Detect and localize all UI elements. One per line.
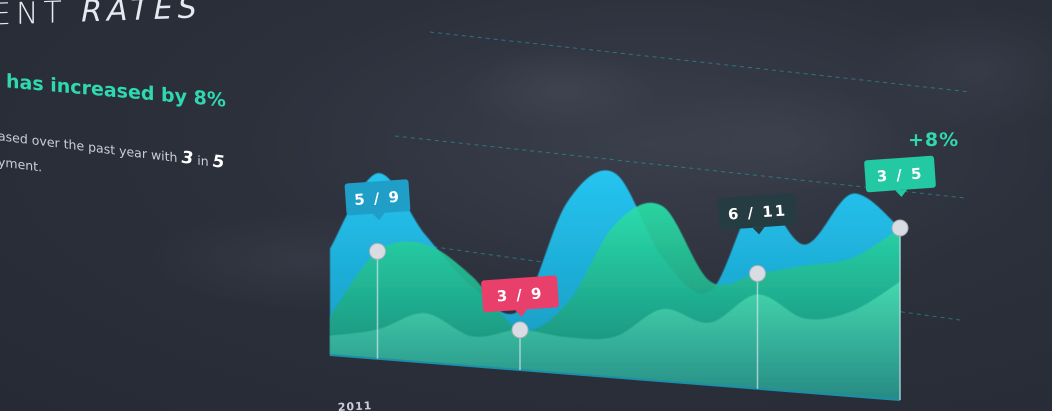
x-axis-line xyxy=(329,354,901,401)
badge-background xyxy=(864,155,936,193)
badge-pointer xyxy=(752,226,765,235)
annotation-dot xyxy=(749,264,766,282)
annotation-label: 5 / 9 xyxy=(354,188,402,209)
annotation-dot xyxy=(369,242,386,260)
series-areas xyxy=(329,170,901,401)
annotation-dot xyxy=(511,321,529,339)
badge-pointer xyxy=(895,189,908,197)
annotation-badge: 3 / 5 xyxy=(864,155,936,197)
annotation-label: 3 / 9 xyxy=(496,284,544,305)
growth-label: +8% xyxy=(908,129,959,151)
x-axis-start-label: 2011 xyxy=(337,399,372,411)
annotation-badge: 5 / 9 xyxy=(344,179,411,221)
annotation-label: 3 / 5 xyxy=(876,164,924,185)
annotation-badge: 6 / 11 xyxy=(717,192,798,235)
annotation-label: 6 / 11 xyxy=(727,201,787,223)
annotation-markers: 5 / 9 3 / 9 6 / 11 3 / 5 xyxy=(344,155,936,400)
grid-line-1 xyxy=(429,31,971,93)
badge-background xyxy=(481,275,559,313)
annotation-3: 6 / 11 xyxy=(717,192,798,389)
annotation-dot xyxy=(891,219,909,237)
badge-background xyxy=(344,179,411,216)
annotation-2: 3 / 9 xyxy=(481,275,559,370)
annotation-badge: 3 / 9 xyxy=(481,275,559,317)
badge-background xyxy=(717,192,798,230)
annotation-1: 5 / 9 xyxy=(344,179,411,359)
badge-pointer xyxy=(372,212,385,221)
badge-pointer xyxy=(515,309,528,317)
annotation-4: 3 / 5 xyxy=(864,155,936,400)
